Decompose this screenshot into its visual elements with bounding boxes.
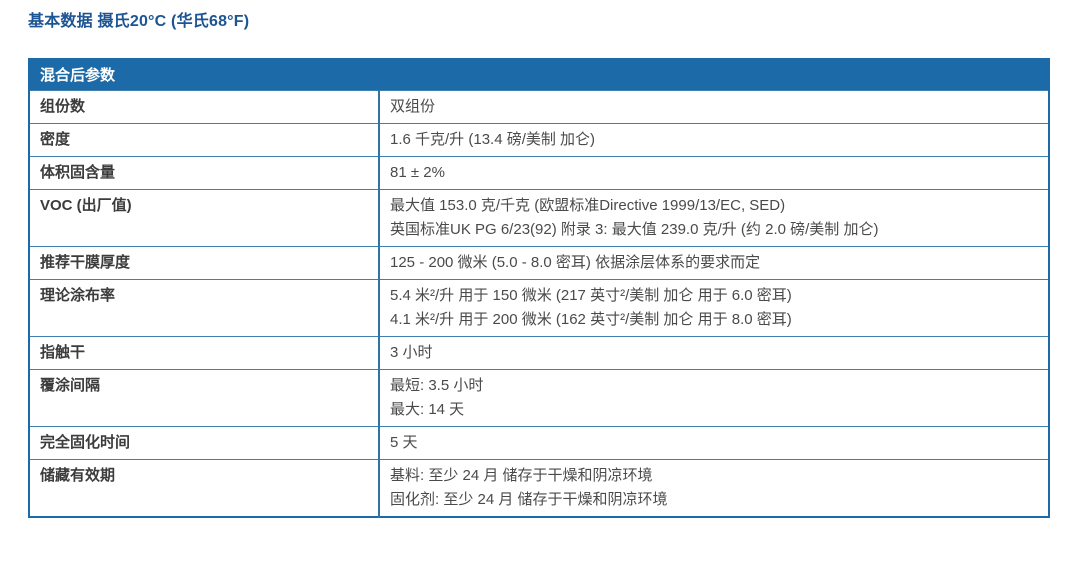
table-row: 理论涂布率 5.4 米²/升 用于 150 微米 (217 英寸²/美制 加仑 … — [29, 279, 1050, 337]
mixed-parameters-table: 混合后参数 组份数 双组份 密度 1.6 千克/升 (13.4 磅/美制 加仑)… — [28, 58, 1051, 518]
row-value: 最短: 3.5 小时 最大: 14 天 — [379, 369, 1050, 427]
table-row: 完全固化时间 5 天 — [29, 426, 1050, 460]
row-label: 覆涂间隔 — [29, 369, 380, 427]
value-line: 81 ± 2% — [390, 164, 445, 181]
row-label: 指触干 — [29, 336, 380, 370]
value-line: 3 小时 — [390, 344, 433, 361]
row-label: 理论涂布率 — [29, 279, 380, 337]
value-line: 固化剂: 至少 24 月 储存于干燥和阴凉环境 — [390, 491, 668, 508]
table-row: 指触干 3 小时 — [29, 336, 1050, 370]
row-label: 完全固化时间 — [29, 426, 380, 460]
table-row: VOC (出厂值) 最大值 153.0 克/千克 (欧盟标准Directive … — [29, 189, 1050, 247]
value-line: 125 - 200 微米 (5.0 - 8.0 密耳) 依据涂层体系的要求而定 — [390, 254, 761, 271]
row-value: 3 小时 — [379, 336, 1050, 370]
table-header: 混合后参数 — [29, 59, 1050, 91]
row-label: 组份数 — [29, 90, 380, 124]
value-line: 最短: 3.5 小时 — [390, 377, 484, 394]
value-line: 基料: 至少 24 月 储存于干燥和阴凉环境 — [390, 467, 653, 484]
parameters-table-container: 混合后参数 组份数 双组份 密度 1.6 千克/升 (13.4 磅/美制 加仑)… — [28, 58, 1051, 518]
table-row: 储藏有效期 基料: 至少 24 月 储存于干燥和阴凉环境 固化剂: 至少 24 月… — [29, 459, 1050, 517]
value-line: 双组份 — [390, 98, 436, 115]
table-row: 组份数 双组份 — [29, 90, 1050, 124]
row-value: 最大值 153.0 克/千克 (欧盟标准Directive 1999/13/EC… — [379, 189, 1050, 247]
row-value: 5 天 — [379, 426, 1050, 460]
row-value: 81 ± 2% — [379, 156, 1050, 190]
value-line: 5.4 米²/升 用于 150 微米 (217 英寸²/美制 加仑 用于 6.0… — [390, 287, 792, 304]
row-value: 5.4 米²/升 用于 150 微米 (217 英寸²/美制 加仑 用于 6.0… — [379, 279, 1050, 337]
row-value: 基料: 至少 24 月 储存于干燥和阴凉环境 固化剂: 至少 24 月 储存于干燥… — [379, 459, 1050, 517]
table-header-row: 混合后参数 — [29, 59, 1050, 91]
row-label: 推荐干膜厚度 — [29, 246, 380, 280]
table-row: 推荐干膜厚度 125 - 200 微米 (5.0 - 8.0 密耳) 依据涂层体… — [29, 246, 1050, 280]
row-label: 储藏有效期 — [29, 459, 380, 517]
value-line: 最大值 153.0 克/千克 (欧盟标准Directive 1999/13/EC… — [390, 197, 786, 214]
value-line: 4.1 米²/升 用于 200 微米 (162 英寸²/美制 加仑 用于 8.0… — [390, 311, 792, 328]
table-row: 体积固含量 81 ± 2% — [29, 156, 1050, 190]
row-label: 体积固含量 — [29, 156, 380, 190]
table-row: 覆涂间隔 最短: 3.5 小时 最大: 14 天 — [29, 369, 1050, 427]
row-value: 1.6 千克/升 (13.4 磅/美制 加仑) — [379, 123, 1050, 157]
page-title: 基本数据 摄氏20°C (华氏68°F) — [28, 13, 250, 30]
row-value: 双组份 — [379, 90, 1050, 124]
table-row: 密度 1.6 千克/升 (13.4 磅/美制 加仑) — [29, 123, 1050, 157]
row-label: 密度 — [29, 123, 380, 157]
value-line: 5 天 — [390, 434, 418, 451]
value-line: 1.6 千克/升 (13.4 磅/美制 加仑) — [390, 131, 596, 148]
value-line: 最大: 14 天 — [390, 401, 465, 418]
value-line: 英国标准UK PG 6/23(92) 附录 3: 最大值 239.0 克/升 (… — [390, 221, 879, 238]
row-value: 125 - 200 微米 (5.0 - 8.0 密耳) 依据涂层体系的要求而定 — [379, 246, 1050, 280]
table-body: 组份数 双组份 密度 1.6 千克/升 (13.4 磅/美制 加仑) 体积固含量… — [29, 90, 1050, 517]
row-label: VOC (出厂值) — [29, 189, 380, 247]
